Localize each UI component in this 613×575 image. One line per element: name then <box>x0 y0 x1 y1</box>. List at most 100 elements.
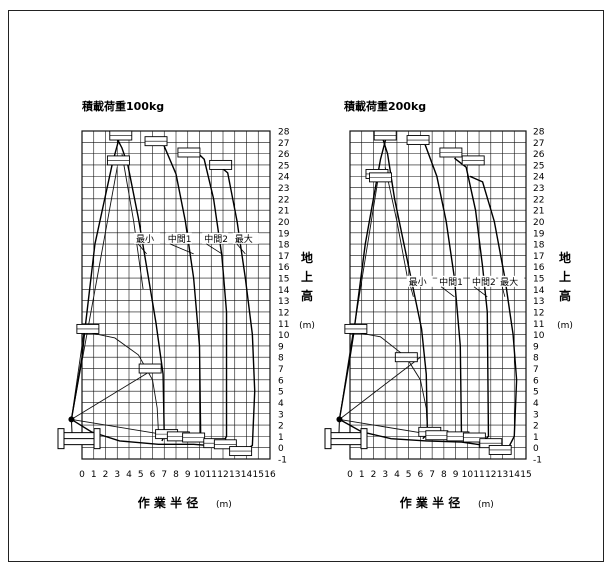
series-leader <box>205 243 223 255</box>
y-tick-label: 20 <box>533 218 545 228</box>
y-tick-label: 12 <box>533 308 544 318</box>
y-tick-label: 19 <box>533 229 545 239</box>
boom-line <box>355 331 428 431</box>
series-line <box>151 139 202 443</box>
x-tick-label: 12 <box>485 470 496 480</box>
x-axis-unit: (m) <box>478 500 494 510</box>
series-label-bg <box>470 275 497 287</box>
y-tick-label: 15 <box>533 275 544 285</box>
y-tick-label: 19 <box>278 229 290 239</box>
x-tick-label: 9 <box>185 470 191 480</box>
x-tick-label: 4 <box>394 470 400 480</box>
x-tick-label: 16 <box>264 470 276 480</box>
figure-frame <box>8 10 604 562</box>
series-label: 中間2 <box>204 233 228 245</box>
series-leader <box>137 243 147 255</box>
y-tick-label: 13 <box>278 297 289 307</box>
x-tick-label: 13 <box>497 470 508 480</box>
x-tick-label: 2 <box>103 470 109 480</box>
y-tick-label: 23 <box>533 184 544 194</box>
envelope-line <box>338 136 388 420</box>
y-tick-label: 22 <box>278 195 289 205</box>
y-tick-label: 6 <box>278 376 284 386</box>
y-tick-label: 25 <box>278 161 289 171</box>
chart-title: 積載荷重100kg <box>81 99 164 113</box>
series-label: 最小 <box>136 234 154 245</box>
y-tick-label: 11 <box>278 320 289 330</box>
vehicle-base <box>57 416 101 450</box>
y-tick-label: 0 <box>278 444 284 454</box>
y-tick-label: 17 <box>533 252 544 262</box>
series-label-bg <box>406 275 433 287</box>
series-line <box>411 139 463 442</box>
x-tick-label: 5 <box>406 470 412 480</box>
series-label: 最小 <box>409 277 427 288</box>
vehicle-bumper <box>324 428 332 450</box>
y-tick-label: 24 <box>278 173 290 183</box>
series-line <box>191 147 228 443</box>
y-tick-label: -1 <box>278 456 287 466</box>
x-tick-label: 10 <box>462 470 474 480</box>
y-axis-unit: (m) <box>557 321 573 331</box>
y-axis-label: 地上高 <box>559 250 571 303</box>
y-tick-label: 21 <box>278 207 289 217</box>
y-tick-label: 28 <box>278 128 290 138</box>
y-tick-label: 23 <box>278 184 289 194</box>
y-tick-label: 6 <box>533 376 539 386</box>
y-tick-label: 18 <box>533 241 545 251</box>
grid <box>81 130 271 460</box>
y-tick-label: 9 <box>533 342 539 352</box>
series-leader <box>236 243 246 255</box>
series-leader <box>440 286 455 298</box>
x-tick-label: 14 <box>509 470 521 480</box>
plot-border <box>81 130 271 460</box>
y-tick-label: 7 <box>278 365 284 375</box>
series-label-bg <box>498 275 525 287</box>
y-tick-label: 25 <box>533 161 544 171</box>
y-tick-label: 18 <box>278 241 290 251</box>
boom-line <box>87 331 159 431</box>
plot-border <box>349 130 527 460</box>
series-line <box>382 138 429 440</box>
series-label-bg <box>232 232 259 244</box>
x-tick-label: 2 <box>371 470 377 480</box>
x-tick-label: 14 <box>241 470 253 480</box>
y-tick-label: 17 <box>278 252 289 262</box>
series-label-bg <box>437 275 464 287</box>
x-tick-label: 9 <box>453 470 459 480</box>
y-tick-label: 4 <box>533 399 539 409</box>
y-tick-label: 24 <box>533 173 545 183</box>
y-tick-label: 27 <box>533 139 544 149</box>
boom-line <box>384 167 408 279</box>
y-tick-label: 14 <box>533 286 545 296</box>
y-tick-label: 10 <box>278 331 290 341</box>
x-tick-label: 7 <box>429 470 435 480</box>
series-line <box>469 175 518 446</box>
x-tick-label: 11 <box>206 470 217 480</box>
vehicle-outrigger <box>360 428 368 450</box>
y-tick-label: 7 <box>533 365 539 375</box>
y-tick-label: 11 <box>533 320 544 330</box>
x-tick-label: 4 <box>126 470 132 480</box>
series-leader <box>473 286 488 298</box>
x-axis-label: 作 業 半 径 <box>138 495 199 510</box>
y-tick-label: 16 <box>278 263 290 273</box>
x-tick-label: 3 <box>382 470 388 480</box>
y-tick-label: 5 <box>278 388 284 398</box>
boom-line <box>121 153 144 290</box>
x-tick-label: 7 <box>161 470 167 480</box>
y-tick-label: 22 <box>533 195 544 205</box>
y-tick-label: 3 <box>278 410 284 420</box>
series-label: 中間2 <box>472 276 496 288</box>
boom-pivot <box>68 416 75 423</box>
vehicle-base <box>324 416 368 450</box>
y-tick-label: 4 <box>278 399 284 409</box>
boom-line <box>339 418 429 435</box>
y-tick-label: 2 <box>278 422 284 432</box>
y-tick-label: 12 <box>278 308 289 318</box>
vehicle-bumper <box>57 428 65 450</box>
y-tick-label: 13 <box>533 297 544 307</box>
series-label: 最大 <box>500 276 518 288</box>
